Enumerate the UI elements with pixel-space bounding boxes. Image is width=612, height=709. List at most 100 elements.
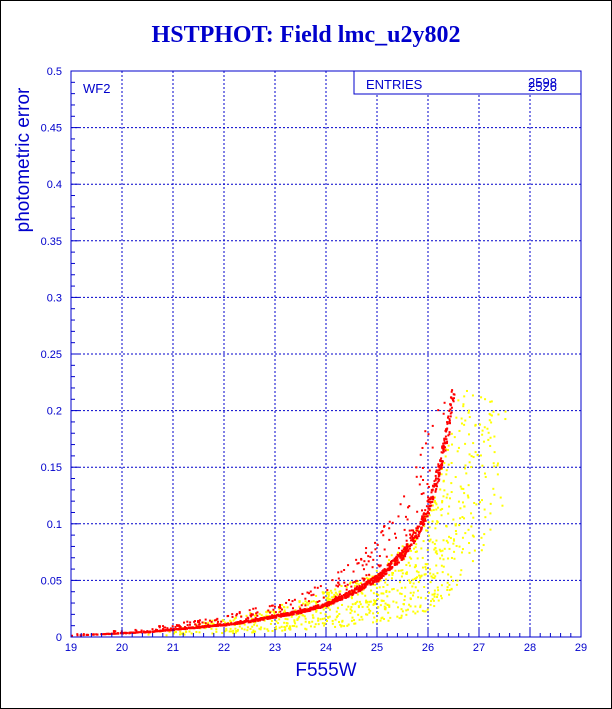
secondary-point bbox=[345, 608, 348, 611]
primary-point bbox=[198, 626, 201, 629]
primary-point bbox=[166, 629, 169, 632]
primary-point bbox=[247, 621, 250, 624]
primary-point bbox=[177, 628, 180, 631]
primary-point bbox=[231, 613, 234, 616]
primary-point bbox=[440, 462, 443, 465]
secondary-point bbox=[433, 542, 436, 545]
secondary-point bbox=[398, 617, 401, 620]
primary-point bbox=[399, 553, 402, 556]
secondary-point bbox=[378, 586, 381, 589]
primary-point bbox=[363, 577, 366, 580]
primary-point bbox=[257, 619, 260, 622]
primary-point bbox=[337, 577, 340, 580]
primary-point bbox=[144, 630, 147, 633]
secondary-point bbox=[467, 528, 470, 531]
primary-point bbox=[380, 576, 383, 579]
secondary-point bbox=[441, 507, 444, 510]
primary-point bbox=[446, 421, 449, 424]
primary-point bbox=[278, 615, 281, 618]
primary-point bbox=[326, 589, 329, 592]
secondary-point bbox=[235, 630, 238, 633]
secondary-point bbox=[365, 577, 368, 580]
secondary-point bbox=[426, 548, 429, 551]
secondary-point bbox=[415, 570, 418, 573]
secondary-point bbox=[357, 583, 360, 586]
primary-point bbox=[314, 605, 317, 608]
secondary-point bbox=[180, 632, 183, 635]
primary-point bbox=[376, 576, 379, 579]
secondary-point bbox=[454, 524, 457, 527]
secondary-point bbox=[452, 542, 455, 545]
primary-point bbox=[115, 632, 118, 635]
primary-point bbox=[437, 473, 440, 476]
primary-point bbox=[431, 500, 434, 503]
secondary-point bbox=[413, 566, 416, 569]
secondary-point bbox=[453, 557, 456, 560]
secondary-point bbox=[459, 507, 462, 510]
secondary-point bbox=[479, 501, 481, 504]
secondary-point bbox=[404, 586, 407, 589]
primary-point bbox=[205, 625, 208, 628]
secondary-point bbox=[321, 617, 324, 620]
secondary-point bbox=[461, 536, 464, 539]
secondary-point bbox=[431, 593, 434, 596]
secondary-point bbox=[202, 621, 205, 624]
primary-point bbox=[356, 562, 359, 565]
secondary-point bbox=[195, 623, 198, 626]
secondary-point bbox=[457, 446, 460, 449]
secondary-point bbox=[327, 593, 330, 596]
primary-point bbox=[92, 633, 95, 636]
primary-point bbox=[421, 516, 424, 519]
secondary-point bbox=[328, 608, 331, 611]
secondary-point bbox=[448, 593, 451, 596]
secondary-point bbox=[410, 549, 413, 552]
secondary-point bbox=[445, 469, 448, 472]
secondary-point bbox=[183, 633, 186, 636]
primary-point bbox=[186, 624, 189, 627]
secondary-point bbox=[488, 412, 491, 415]
primary-point bbox=[428, 507, 431, 510]
secondary-point bbox=[457, 399, 460, 402]
primary-point bbox=[162, 625, 165, 628]
primary-point bbox=[417, 535, 420, 538]
secondary-point bbox=[492, 410, 495, 413]
secondary-point bbox=[372, 612, 375, 615]
secondary-point bbox=[367, 603, 370, 606]
secondary-point bbox=[411, 578, 414, 581]
primary-point bbox=[395, 536, 398, 539]
secondary-point bbox=[468, 551, 471, 554]
secondary-point bbox=[326, 597, 329, 600]
primary-point bbox=[441, 451, 444, 454]
secondary-point bbox=[414, 586, 417, 589]
primary-point bbox=[444, 442, 447, 445]
primary-point bbox=[246, 619, 249, 622]
primary-point bbox=[326, 605, 328, 608]
primary-point bbox=[416, 525, 419, 528]
secondary-point bbox=[375, 586, 378, 589]
primary-point bbox=[322, 596, 325, 599]
secondary-point bbox=[327, 595, 330, 598]
y-tick-label: 0.25 bbox=[41, 349, 62, 361]
primary-point bbox=[421, 515, 424, 518]
primary-point bbox=[439, 459, 442, 462]
primary-point bbox=[418, 532, 421, 535]
secondary-point bbox=[465, 389, 468, 392]
secondary-point bbox=[215, 630, 218, 633]
primary-point bbox=[226, 615, 229, 618]
secondary-point bbox=[349, 612, 352, 615]
secondary-point bbox=[321, 591, 324, 594]
secondary-point bbox=[221, 619, 224, 622]
primary-point bbox=[270, 616, 273, 619]
secondary-point bbox=[458, 524, 461, 527]
primary-point bbox=[374, 541, 377, 544]
primary-point bbox=[211, 625, 214, 628]
primary-point bbox=[346, 596, 349, 599]
secondary-point bbox=[468, 461, 471, 464]
secondary-point bbox=[430, 600, 433, 603]
primary-point bbox=[421, 446, 424, 449]
primary-point bbox=[319, 606, 322, 609]
primary-point bbox=[189, 621, 192, 624]
secondary-point bbox=[483, 426, 486, 429]
primary-point bbox=[201, 626, 204, 629]
primary-point bbox=[247, 617, 250, 620]
